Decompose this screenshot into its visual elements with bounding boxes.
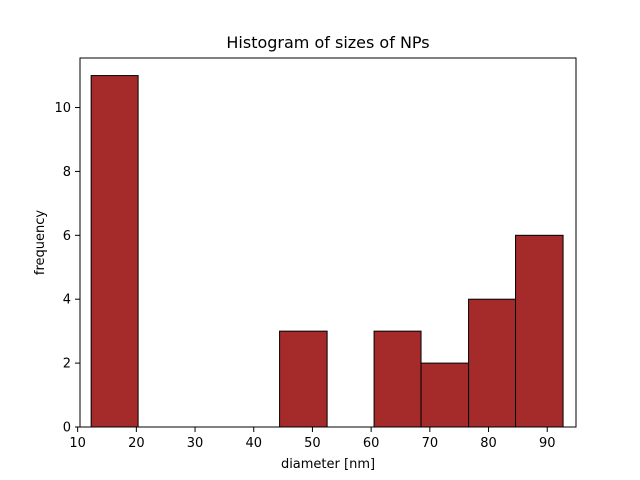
histogram-bar-7 — [420, 362, 470, 428]
x-tick-label-2: 30 — [187, 436, 204, 451]
bars — [90, 75, 564, 428]
x-axis-ticks: 10 20 30 40 50 60 70 80 90 — [69, 427, 556, 451]
x-axis-label: diameter [nm] — [281, 457, 375, 472]
x-tick-label-0: 10 — [69, 436, 86, 451]
y-axis-ticks: 0 2 4 6 8 10 — [54, 101, 80, 436]
y-tick-label-4: 8 — [63, 165, 71, 180]
y-axis-label: frequency — [33, 210, 48, 276]
x-tick-label-5: 60 — [363, 436, 380, 451]
plot-frame — [79, 57, 577, 428]
histogram-bar-9 — [515, 234, 564, 428]
y-tick-label-1: 2 — [63, 357, 71, 372]
x-tick-label-8: 90 — [539, 436, 556, 451]
y-tick-label-5: 10 — [54, 101, 71, 116]
histogram-bar-0 — [90, 75, 139, 428]
x-tick-label-1: 20 — [128, 436, 145, 451]
y-tick-label-2: 4 — [63, 293, 71, 308]
chart-title: Histogram of sizes of NPs — [226, 33, 429, 52]
y-tick-label-0: 0 — [63, 421, 71, 436]
histogram-bar-8 — [468, 298, 517, 428]
x-tick-label-6: 70 — [422, 436, 439, 451]
x-tick-label-7: 80 — [480, 436, 497, 451]
x-tick-label-4: 50 — [304, 436, 321, 451]
x-tick-label-3: 40 — [245, 436, 262, 451]
histogram-bar-4 — [279, 330, 328, 428]
histogram-bar-6 — [373, 330, 422, 428]
y-tick-label-3: 6 — [63, 229, 71, 244]
